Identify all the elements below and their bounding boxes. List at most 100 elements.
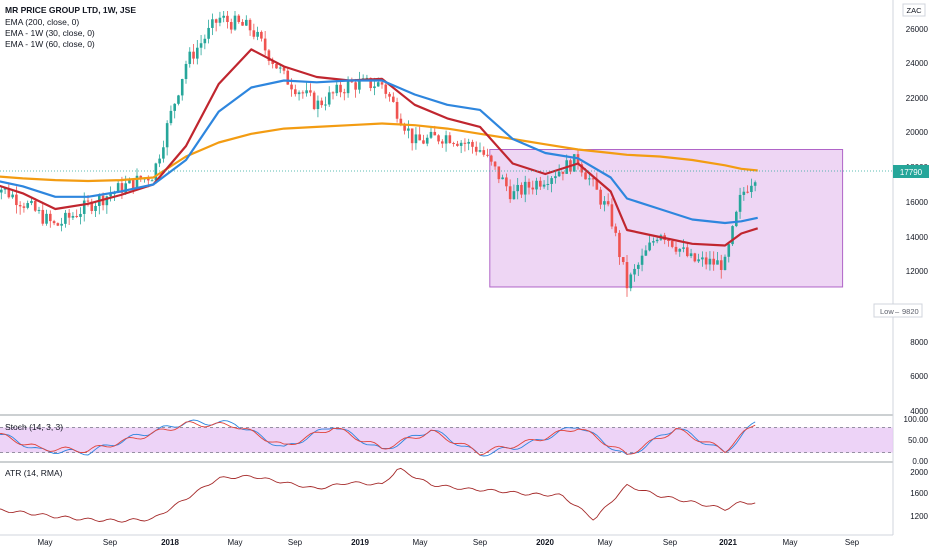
candle-body xyxy=(109,194,112,197)
candle-body xyxy=(192,51,195,59)
candle-body xyxy=(169,110,173,124)
candle-body xyxy=(731,226,734,245)
candle-body xyxy=(124,183,127,193)
highlight-box xyxy=(489,149,844,288)
candle-body xyxy=(343,92,346,94)
stoch-label[interactable]: Stoch (14, 3, 3) xyxy=(5,422,63,432)
candle-body xyxy=(493,161,497,167)
candle-body xyxy=(584,172,587,180)
candle-body xyxy=(588,178,591,180)
candle-body xyxy=(305,90,308,94)
candle-body xyxy=(131,179,135,190)
candle-body xyxy=(557,171,561,177)
price-tick-label: 6000 xyxy=(910,372,928,381)
candle-body xyxy=(90,201,94,211)
time-tick-label: 2021 xyxy=(719,538,737,547)
candle-body xyxy=(86,200,90,202)
price-axis[interactable]: 2600024000220002000018000160001400012000… xyxy=(904,25,929,521)
candle-body xyxy=(267,50,271,61)
candle-body xyxy=(621,257,625,263)
candle-body xyxy=(128,179,131,184)
candle-body xyxy=(682,247,685,249)
candle-body xyxy=(735,211,738,227)
candle-body xyxy=(3,188,7,190)
price-tick-label: 12000 xyxy=(906,267,929,276)
candle-body xyxy=(486,154,489,156)
ema200-line xyxy=(0,122,758,183)
candle-body xyxy=(71,215,75,218)
candle-body xyxy=(135,175,139,190)
candle-body xyxy=(667,239,670,241)
atr-tick-label: 1600 xyxy=(910,489,928,498)
candle-body xyxy=(542,184,546,187)
indicator-label-ema200[interactable]: EMA (200, close, 0) xyxy=(5,17,79,27)
candle-body xyxy=(177,95,180,104)
candle-body xyxy=(64,212,67,224)
candle-body xyxy=(392,96,395,102)
candle-body xyxy=(520,184,523,195)
low-value: 9820 xyxy=(902,307,919,316)
candle-body xyxy=(320,100,323,106)
price-tick-label: 20000 xyxy=(906,128,929,137)
time-tick-label: Sep xyxy=(473,538,488,547)
candle-body xyxy=(207,27,210,39)
candle-body xyxy=(82,200,86,214)
candle-body xyxy=(252,30,256,37)
candle-body xyxy=(327,92,331,105)
candle-body xyxy=(26,203,29,208)
candle-body xyxy=(674,246,678,252)
last-price-value: 17790 xyxy=(900,168,923,177)
atr-tick-label: 1200 xyxy=(910,512,928,521)
candle-body xyxy=(614,226,617,233)
candle-body xyxy=(482,150,486,155)
candle-body xyxy=(286,70,290,85)
candle-body xyxy=(742,191,746,195)
price-tick-label: 14000 xyxy=(906,233,929,242)
candle-body xyxy=(433,131,437,136)
candle-body xyxy=(512,191,516,200)
candle-body xyxy=(346,80,350,94)
candle-body xyxy=(539,180,542,187)
candle-body xyxy=(22,206,26,208)
price-tick-label: 26000 xyxy=(906,25,929,34)
candle-body xyxy=(444,135,448,144)
candle-body xyxy=(105,196,109,206)
candle-body xyxy=(490,155,493,162)
indicator-label-ema60[interactable]: EMA - 1W (60, close, 0) xyxy=(5,39,95,49)
time-tick-label: Sep xyxy=(103,538,118,547)
candle-body xyxy=(448,135,452,144)
candle-body xyxy=(395,101,399,119)
candle-body xyxy=(546,183,550,185)
candle-body xyxy=(652,241,655,243)
currency-badge[interactable] xyxy=(902,3,926,17)
candle-body xyxy=(188,51,192,64)
candle-body xyxy=(670,240,674,247)
candle-body xyxy=(531,187,535,190)
candle-body xyxy=(753,182,757,186)
candle-body xyxy=(365,77,369,79)
candle-body xyxy=(173,103,176,111)
candle-body xyxy=(203,38,207,44)
candle-body xyxy=(704,257,708,265)
candle-body xyxy=(561,171,565,174)
candle-body xyxy=(471,141,474,147)
candle-body xyxy=(229,22,233,30)
candle-body xyxy=(516,184,519,192)
indicator-label-ema30[interactable]: EMA - 1W (30, close, 0) xyxy=(5,28,95,38)
time-axis[interactable]: May Sep 2018 May Sep 2019 May Sep 2020 May Sep 2021… xyxy=(37,538,859,547)
candle-body xyxy=(655,239,659,242)
candle-body xyxy=(373,86,376,89)
candle-body xyxy=(410,128,414,144)
candle-body xyxy=(523,181,527,195)
candle-body xyxy=(727,244,731,257)
candle-body xyxy=(459,142,463,146)
candle-body xyxy=(629,274,633,289)
candle-body xyxy=(640,255,644,265)
candle-body xyxy=(56,223,60,226)
candle-body xyxy=(120,183,124,193)
atr-label[interactable]: ATR (14, RMA) xyxy=(5,468,63,478)
candle-body xyxy=(746,191,749,193)
candle-body xyxy=(301,92,305,94)
candle-body xyxy=(456,143,459,146)
